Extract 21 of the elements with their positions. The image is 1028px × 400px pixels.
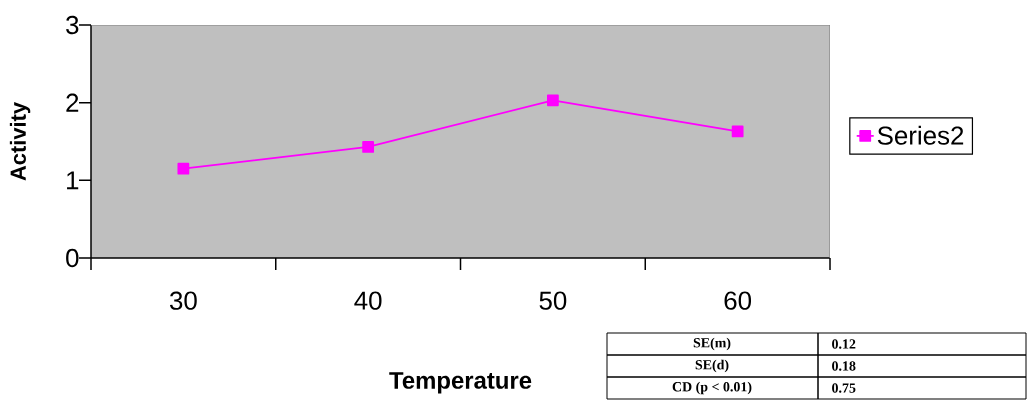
text: 0.18	[832, 361, 856, 371]
y-tick-label: 2	[66, 93, 79, 112]
point	[731, 125, 744, 138]
text: CD (p < 0.01)	[672, 381, 752, 395]
legend-label: Series2	[877, 125, 964, 145]
y-tick-label: 1	[67, 171, 79, 190]
x-tick-label: 40	[354, 291, 382, 310]
y-axis-title: Activity	[9, 102, 31, 181]
y-tick-label: 3	[66, 15, 79, 35]
text: SE(m)	[693, 337, 731, 351]
text: 0.12	[832, 339, 856, 349]
point	[177, 162, 190, 175]
text: 0.75	[832, 383, 856, 393]
y-tick-label: 0	[66, 248, 79, 268]
text: SE(d)	[695, 359, 729, 373]
x-tick-label: 50	[539, 291, 567, 310]
point	[546, 94, 559, 107]
x-tick-label: 30	[169, 291, 197, 310]
x-axis-title: Temperature	[389, 372, 532, 394]
point	[362, 141, 375, 153]
x-tick-label: 60	[724, 291, 752, 310]
